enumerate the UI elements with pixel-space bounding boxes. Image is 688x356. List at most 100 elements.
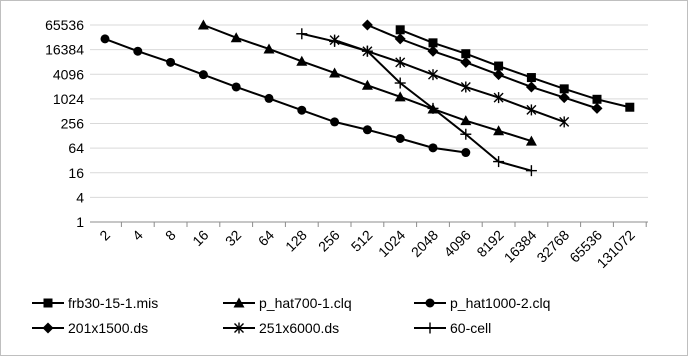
data-point xyxy=(395,56,406,68)
x-tick-label: 16 xyxy=(189,227,211,249)
data-point xyxy=(198,70,208,80)
series-frb30-15-1.mis xyxy=(395,25,635,112)
data-point xyxy=(460,81,471,93)
x-tick-label: 2048 xyxy=(408,227,441,260)
y-tick-label: 1024 xyxy=(53,91,84,107)
y-tick-label: 4096 xyxy=(53,66,84,82)
data-point xyxy=(525,81,537,93)
data-point xyxy=(493,125,505,136)
data-point xyxy=(558,92,570,104)
x-tick-label: 256 xyxy=(315,227,343,255)
legend: frb30-15-1.mis p_hat700-1.clq p_hat1000-2.… xyxy=(32,295,550,336)
legend-marker xyxy=(424,322,436,334)
y-tick-label: 256 xyxy=(61,116,85,132)
data-point xyxy=(297,105,307,115)
series-line xyxy=(399,28,631,109)
y-tick-label: 16 xyxy=(68,165,84,181)
x-tick-label: 64 xyxy=(255,227,277,249)
data-point xyxy=(427,102,439,114)
data-point xyxy=(263,43,275,54)
data-point xyxy=(296,28,308,40)
legend-label: frb30-15-1.mis xyxy=(68,295,158,311)
data-point xyxy=(133,46,143,56)
x-tick-label: 4096 xyxy=(441,227,474,260)
y-tick-label: 64 xyxy=(68,140,84,156)
series-line xyxy=(301,32,532,172)
data-point xyxy=(427,45,439,57)
legend-item: 60-cell xyxy=(414,320,491,336)
data-point xyxy=(461,49,471,59)
data-point xyxy=(197,19,209,30)
data-point xyxy=(559,116,570,128)
data-point xyxy=(625,102,635,112)
data-point xyxy=(394,91,406,102)
legend-item: p_hat1000-2.clq xyxy=(414,295,550,311)
legend-marker xyxy=(43,298,53,308)
x-tick-label: 2 xyxy=(96,227,113,244)
legend-item: p_hat700-1.clq xyxy=(223,295,352,311)
data-point xyxy=(395,25,405,35)
data-point xyxy=(231,82,241,92)
y-tick-label: 65536 xyxy=(45,17,84,33)
data-point xyxy=(166,57,176,67)
x-tick-label: 8 xyxy=(162,227,179,244)
data-point xyxy=(329,67,341,78)
x-tick-label: 4 xyxy=(129,227,146,244)
x-tick-label: 512 xyxy=(348,227,376,255)
data-point xyxy=(428,38,438,48)
data-point xyxy=(361,79,373,90)
data-point xyxy=(494,61,504,71)
x-tick-label: 1024 xyxy=(375,227,408,260)
data-point xyxy=(493,92,504,104)
data-point xyxy=(394,77,406,89)
legend-label: p_hat700-1.clq xyxy=(259,295,352,311)
x-tick-label: 32768 xyxy=(533,227,572,266)
y-tick-label: 1 xyxy=(76,214,84,230)
data-point xyxy=(525,135,537,146)
x-tick-label: 128 xyxy=(282,227,310,255)
y-tick-label: 16384 xyxy=(45,42,84,58)
legend-marker xyxy=(233,297,245,308)
series-p_hat1000-2.clq xyxy=(100,34,471,158)
legend-item: 251x6000.ds xyxy=(223,320,339,336)
data-point xyxy=(592,94,602,104)
series-201x1500.ds xyxy=(361,19,603,114)
data-point xyxy=(461,148,471,158)
data-point xyxy=(100,34,110,44)
data-point xyxy=(361,45,373,57)
series-60-cell xyxy=(296,28,537,177)
data-point xyxy=(296,55,308,66)
series-line xyxy=(104,37,466,154)
legend-label: 201x1500.ds xyxy=(68,320,148,336)
data-point xyxy=(460,115,472,126)
legend-marker xyxy=(234,322,244,334)
data-point xyxy=(526,104,537,116)
y-tick-label: 4 xyxy=(76,189,84,205)
data-point xyxy=(362,125,372,135)
data-point xyxy=(428,143,438,153)
legend-marker xyxy=(425,298,435,308)
data-point xyxy=(559,84,569,94)
series-line xyxy=(334,39,565,123)
data-point xyxy=(395,134,405,144)
data-point xyxy=(394,33,406,45)
legend-item: 201x1500.ds xyxy=(32,320,148,336)
data-point xyxy=(460,56,472,68)
series-line xyxy=(367,24,598,110)
data-point xyxy=(591,102,603,114)
data-point xyxy=(330,117,340,127)
data-point xyxy=(493,69,505,81)
data-point xyxy=(428,69,438,81)
x-tick-label: 16384 xyxy=(501,227,540,266)
legend-label: 60-cell xyxy=(450,320,491,336)
legend-label: 251x6000.ds xyxy=(259,320,339,336)
data-point xyxy=(361,19,373,31)
data-point xyxy=(264,93,274,103)
legend-label: p_hat1000-2.clq xyxy=(450,295,550,311)
data-point xyxy=(460,128,472,140)
series-layer xyxy=(100,19,635,177)
data-point xyxy=(526,73,536,83)
